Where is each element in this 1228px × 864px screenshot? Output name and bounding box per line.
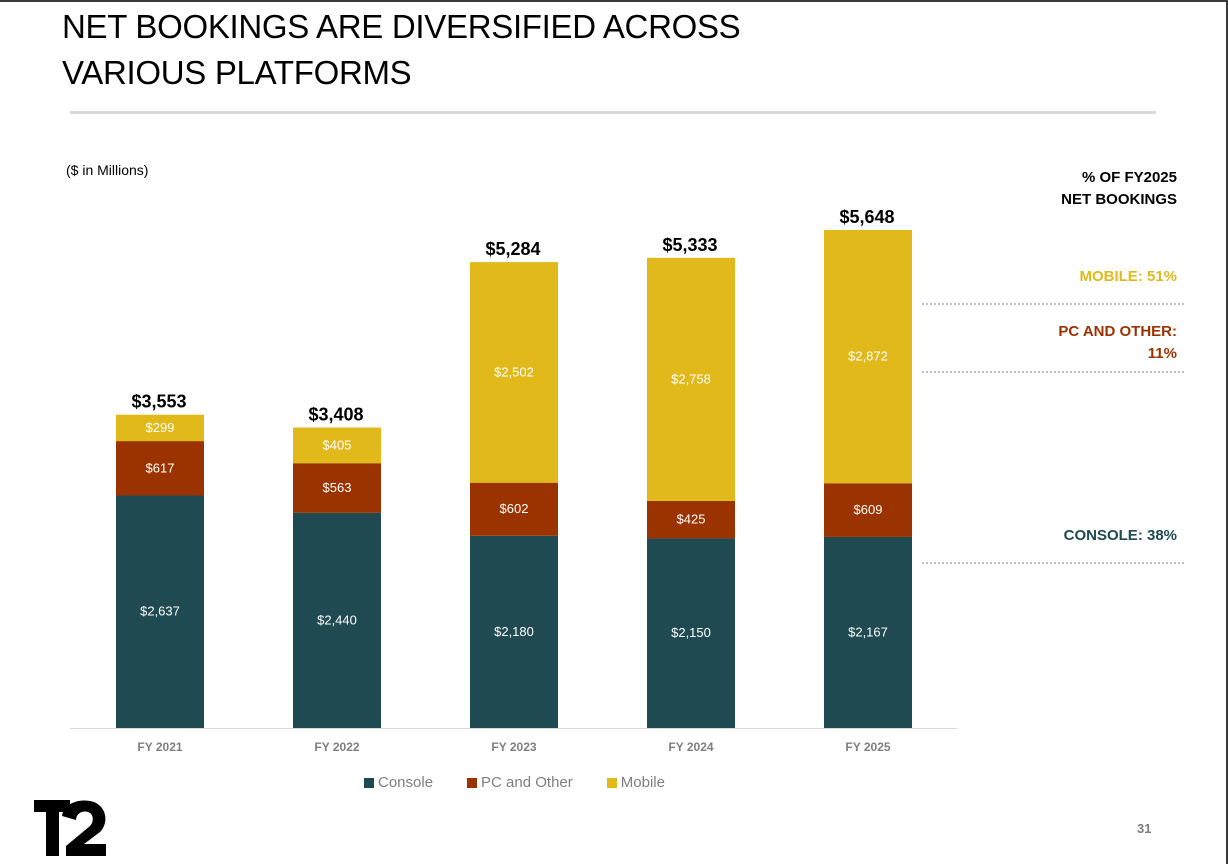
bar-segment-mobile bbox=[647, 257, 735, 501]
share-header-line-2: NET BOOKINGS bbox=[1061, 191, 1177, 208]
bar-segment-mobile bbox=[470, 262, 558, 483]
legend-swatch bbox=[364, 777, 374, 788]
console-share-label: CONSOLE: 38% bbox=[1063, 527, 1177, 544]
legend-label: Mobile bbox=[620, 774, 665, 791]
x-tick-label: FY 2021 bbox=[137, 740, 182, 754]
slide-title: NET BOOKINGS ARE DIVERSIFIED ACROSS VARI… bbox=[62, 4, 741, 96]
share-panel-header: % OF FY2025 NET BOOKINGS bbox=[1061, 167, 1177, 211]
bar-group-fy-2023: $2,180 $602 $2,502 $5,284 FY 2023 bbox=[470, 239, 558, 754]
x-tick-label: FY 2022 bbox=[314, 740, 359, 754]
bar-group-fy-2025: $2,167 $609 $2,872 $5,648 FY 2025 bbox=[824, 207, 912, 754]
segment-value-label-pc-and-other: $425 bbox=[677, 512, 706, 527]
legend-item-pc-and-other: PC and Other bbox=[467, 774, 573, 791]
bar-segment-pc-and-other bbox=[470, 482, 558, 536]
units-note: ($ in Millions) bbox=[66, 162, 149, 178]
x-tick-label: FY 2025 bbox=[845, 740, 890, 754]
mobile-divider bbox=[922, 303, 1184, 305]
bar-segment-pc-and-other bbox=[293, 463, 381, 513]
legend-swatch bbox=[606, 777, 617, 788]
chart-legend: Console PC and Other Mobile bbox=[364, 774, 665, 791]
slide-frame-top bbox=[0, 0, 1228, 2]
bar-segment-console bbox=[647, 538, 735, 728]
x-tick-label: FY 2024 bbox=[668, 740, 713, 754]
bar-total-label: $5,648 bbox=[839, 207, 894, 227]
share-header-line-1: % OF FY2025 bbox=[1081, 169, 1177, 186]
legend-label: PC and Other bbox=[481, 774, 573, 791]
segment-value-label-pc-and-other: $563 bbox=[323, 480, 352, 495]
segment-value-label-pc-and-other: $602 bbox=[500, 501, 529, 516]
segment-value-label-mobile: $2,758 bbox=[671, 371, 711, 386]
bar-groups: $2,637 $617 $299 $3,553 FY 2021 $2,440 $563 $40… bbox=[116, 207, 912, 754]
x-tick-label: FY 2023 bbox=[491, 740, 536, 754]
bar-segment-console bbox=[470, 535, 558, 728]
console-divider bbox=[922, 562, 1184, 564]
bar-total-label: $3,553 bbox=[131, 392, 186, 412]
legend-item-console: Console bbox=[364, 774, 433, 791]
segment-value-label-console: $2,167 bbox=[848, 624, 888, 639]
segment-value-label-console: $2,440 bbox=[317, 612, 357, 627]
legend-swatch bbox=[467, 777, 478, 788]
bar-segment-mobile bbox=[824, 230, 912, 484]
segment-value-label-mobile: $2,872 bbox=[848, 349, 888, 364]
slide-title-line-1: NET BOOKINGS ARE DIVERSIFIED ACROSS bbox=[62, 8, 741, 45]
bar-group-fy-2022: $2,440 $563 $405 $3,408 FY 2022 bbox=[293, 405, 381, 754]
slide-frame-right bbox=[1226, 0, 1228, 864]
mobile-share-label: MOBILE: 51% bbox=[1079, 268, 1177, 285]
bar-segment-pc-and-other bbox=[647, 500, 735, 539]
bar-total-label: $5,284 bbox=[485, 239, 540, 259]
legend-label: Console bbox=[378, 774, 434, 791]
slide-title-line-2: VARIOUS PLATFORMS bbox=[62, 54, 412, 91]
pc-share-line-1: PC AND OTHER: bbox=[1058, 323, 1177, 340]
bar-segment-console bbox=[116, 495, 204, 728]
legend-item-mobile: Mobile bbox=[606, 774, 665, 791]
bar-segment-pc-and-other bbox=[824, 483, 912, 537]
segment-value-label-mobile: $2,502 bbox=[494, 364, 534, 379]
bar-total-label: $5,333 bbox=[662, 235, 717, 255]
segment-value-label-mobile: $299 bbox=[146, 420, 175, 435]
pc-divider bbox=[922, 371, 1184, 373]
pc-share-label: PC AND OTHER: 11% bbox=[1058, 321, 1177, 365]
bar-total-label: $3,408 bbox=[308, 405, 363, 425]
pc-share-line-2: 11% bbox=[1147, 345, 1177, 362]
bar-group-fy-2021: $2,637 $617 $299 $3,553 FY 2021 bbox=[116, 392, 204, 754]
segment-value-label-pc-and-other: $617 bbox=[146, 460, 175, 475]
bar-segment-pc-and-other bbox=[116, 441, 204, 496]
t2-logo bbox=[34, 800, 106, 856]
bar-segment-mobile bbox=[116, 414, 204, 442]
title-divider bbox=[70, 111, 1156, 114]
segment-value-label-console: $2,637 bbox=[140, 604, 180, 619]
segment-value-label-mobile: $405 bbox=[323, 437, 352, 452]
segment-value-label-console: $2,180 bbox=[494, 624, 534, 639]
bar-segment-mobile bbox=[293, 427, 381, 464]
bar-segment-console bbox=[293, 512, 381, 728]
bar-segment-console bbox=[824, 536, 912, 728]
segment-value-label-pc-and-other: $609 bbox=[854, 502, 883, 517]
bar-group-fy-2024: $2,150 $425 $2,758 $5,333 FY 2024 bbox=[647, 235, 735, 754]
page-number: 31 bbox=[1137, 821, 1152, 836]
segment-value-label-console: $2,150 bbox=[671, 625, 711, 640]
